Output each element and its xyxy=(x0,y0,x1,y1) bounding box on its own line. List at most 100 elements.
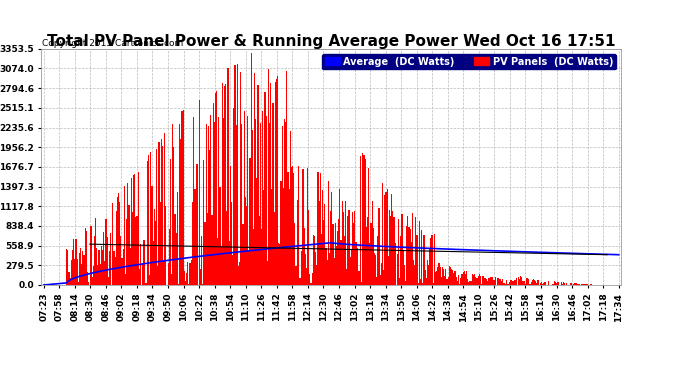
Bar xyxy=(225,84,226,285)
Bar xyxy=(417,283,419,285)
Bar xyxy=(374,253,375,285)
Bar xyxy=(464,270,465,285)
Bar xyxy=(291,167,292,285)
Bar xyxy=(253,229,254,285)
Bar xyxy=(413,260,414,285)
Bar xyxy=(380,275,381,285)
Bar xyxy=(179,124,180,285)
Bar xyxy=(566,283,567,285)
Bar xyxy=(497,278,498,285)
Bar xyxy=(577,284,578,285)
Bar xyxy=(369,243,371,285)
Bar xyxy=(177,192,178,285)
Bar xyxy=(476,278,477,285)
Bar xyxy=(175,214,176,285)
Bar xyxy=(135,217,137,285)
Bar xyxy=(420,279,421,285)
Bar xyxy=(176,234,177,285)
Bar xyxy=(329,253,330,285)
Bar xyxy=(215,93,216,285)
Bar xyxy=(286,71,288,285)
Bar xyxy=(259,123,261,285)
Bar xyxy=(186,273,187,285)
Bar xyxy=(313,236,314,285)
Bar xyxy=(237,64,238,285)
Bar xyxy=(382,183,383,285)
Bar xyxy=(140,244,141,285)
Bar xyxy=(132,211,133,285)
Bar xyxy=(448,266,450,285)
Bar xyxy=(368,168,369,285)
Bar xyxy=(156,149,157,285)
Bar xyxy=(587,284,588,285)
Bar xyxy=(127,183,128,285)
Bar xyxy=(367,217,368,285)
Bar xyxy=(573,284,574,285)
Bar xyxy=(102,251,103,285)
Bar xyxy=(204,222,206,285)
Bar xyxy=(232,255,233,285)
Bar xyxy=(314,236,315,285)
Bar xyxy=(410,229,411,285)
Bar xyxy=(125,274,126,285)
Bar xyxy=(467,279,469,285)
Bar xyxy=(438,264,440,285)
Bar xyxy=(330,211,331,285)
Bar xyxy=(245,197,246,285)
Bar xyxy=(137,171,139,285)
Bar xyxy=(479,274,480,285)
Bar xyxy=(116,211,117,285)
Bar xyxy=(395,243,396,285)
Bar xyxy=(147,161,148,285)
Bar xyxy=(451,269,452,285)
Bar xyxy=(134,174,135,285)
Bar xyxy=(264,92,266,285)
Bar xyxy=(304,228,305,285)
Text: Copyright 2013 Cartronics.com: Copyright 2013 Cartronics.com xyxy=(42,39,184,48)
Bar xyxy=(460,278,462,285)
Bar xyxy=(279,244,281,285)
Bar xyxy=(419,221,420,285)
Bar xyxy=(527,278,529,285)
Bar xyxy=(85,228,86,285)
Bar xyxy=(586,284,587,285)
Bar xyxy=(482,276,483,285)
Bar xyxy=(115,257,116,285)
Bar xyxy=(283,189,284,285)
Bar xyxy=(440,267,441,285)
Bar xyxy=(277,76,278,285)
Bar xyxy=(211,215,213,285)
Bar xyxy=(465,274,466,285)
Bar xyxy=(109,251,110,285)
Bar xyxy=(281,181,282,285)
Bar xyxy=(150,152,151,285)
Bar xyxy=(95,218,96,285)
Bar xyxy=(444,276,445,285)
Bar xyxy=(162,146,163,285)
Bar xyxy=(231,202,232,285)
Bar xyxy=(518,277,519,285)
Bar xyxy=(148,156,149,285)
Bar xyxy=(195,189,197,285)
Bar xyxy=(217,237,218,285)
Bar xyxy=(230,166,231,285)
Bar xyxy=(216,92,217,285)
Title: Total PV Panel Power & Running Average Power Wed Oct 16 17:51: Total PV Panel Power & Running Average P… xyxy=(47,34,615,49)
Bar xyxy=(506,280,508,285)
Bar xyxy=(233,108,235,285)
Bar xyxy=(306,268,307,285)
Bar xyxy=(168,262,169,285)
Bar xyxy=(343,211,344,285)
Bar xyxy=(340,240,342,285)
Bar xyxy=(462,272,464,285)
Bar xyxy=(452,270,453,285)
Bar xyxy=(172,124,173,285)
Bar xyxy=(96,248,97,285)
Bar xyxy=(339,189,340,285)
Bar xyxy=(351,250,352,285)
Bar xyxy=(124,186,125,285)
Bar xyxy=(226,211,228,285)
Bar xyxy=(489,278,490,285)
Bar xyxy=(388,210,390,285)
Bar xyxy=(169,230,170,285)
